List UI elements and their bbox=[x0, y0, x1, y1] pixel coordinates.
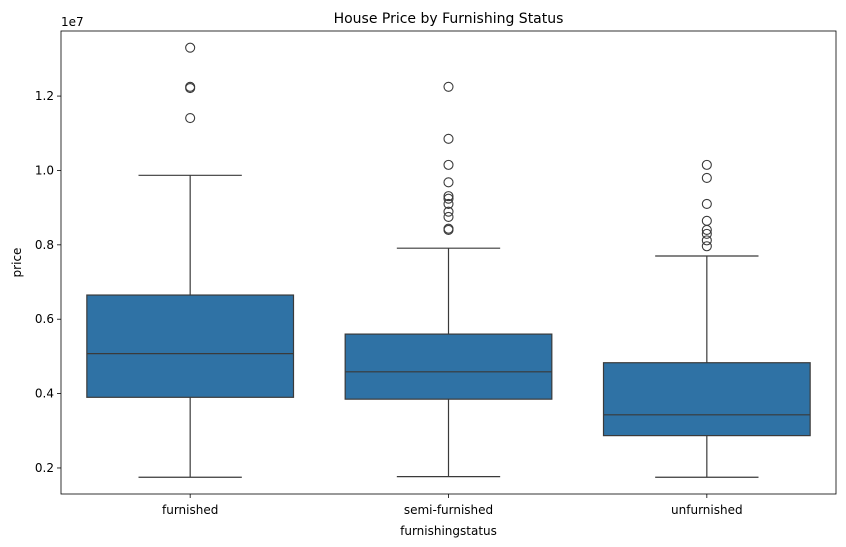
x-axis-ticks: furnished semi-furnished unfurnished bbox=[162, 494, 743, 517]
outlier-point bbox=[443, 224, 454, 236]
outlier-point bbox=[701, 215, 712, 226]
outlier-point bbox=[701, 228, 712, 239]
x-tick-label: furnished bbox=[162, 503, 218, 517]
outlier-point bbox=[701, 224, 712, 236]
iqr-box bbox=[602, 362, 811, 437]
y-tick-label: 0.2 bbox=[35, 461, 54, 475]
outlier-point bbox=[701, 172, 712, 183]
outlier-point bbox=[701, 159, 712, 170]
chart-title: House Price by Furnishing Status bbox=[334, 11, 564, 27]
outlier-point bbox=[443, 159, 454, 170]
y-tick-label: 0.4 bbox=[35, 387, 54, 401]
outlier-point bbox=[701, 241, 712, 252]
x-tick-label: semi-furnished bbox=[404, 503, 493, 517]
outlier-point bbox=[701, 235, 712, 246]
box-furnished bbox=[86, 42, 295, 478]
y-tick-label: 1.0 bbox=[35, 163, 54, 177]
y-axis-offset-label: 1e7 bbox=[61, 15, 84, 29]
y-tick-label: 0.6 bbox=[35, 312, 54, 326]
outlier-point bbox=[443, 211, 454, 222]
outlier-point bbox=[443, 177, 454, 188]
box-unfurnished bbox=[602, 159, 811, 478]
box-group bbox=[86, 42, 811, 478]
outlier-point bbox=[443, 133, 454, 144]
outlier-point bbox=[185, 112, 196, 124]
outlier-point bbox=[443, 206, 454, 217]
box-semi-furnished bbox=[344, 81, 553, 478]
y-axis-label: price bbox=[10, 248, 24, 278]
outlier-point bbox=[185, 83, 196, 94]
y-tick-label: 1.2 bbox=[35, 89, 54, 103]
outlier-point bbox=[701, 198, 712, 209]
x-axis-label: furnishingstatus bbox=[400, 524, 497, 538]
y-tick-label: 0.8 bbox=[35, 238, 54, 252]
y-axis-ticks: 0.2 0.4 0.6 0.8 1.0 1.2 bbox=[35, 89, 61, 475]
outlier-point bbox=[443, 81, 454, 92]
outlier-point bbox=[443, 193, 454, 204]
iqr-box bbox=[86, 294, 295, 398]
outlier-point bbox=[443, 191, 454, 202]
iqr-box bbox=[344, 333, 553, 400]
outlier-point bbox=[185, 42, 196, 53]
x-tick-label: unfurnished bbox=[671, 503, 743, 517]
outlier-point bbox=[443, 198, 454, 209]
